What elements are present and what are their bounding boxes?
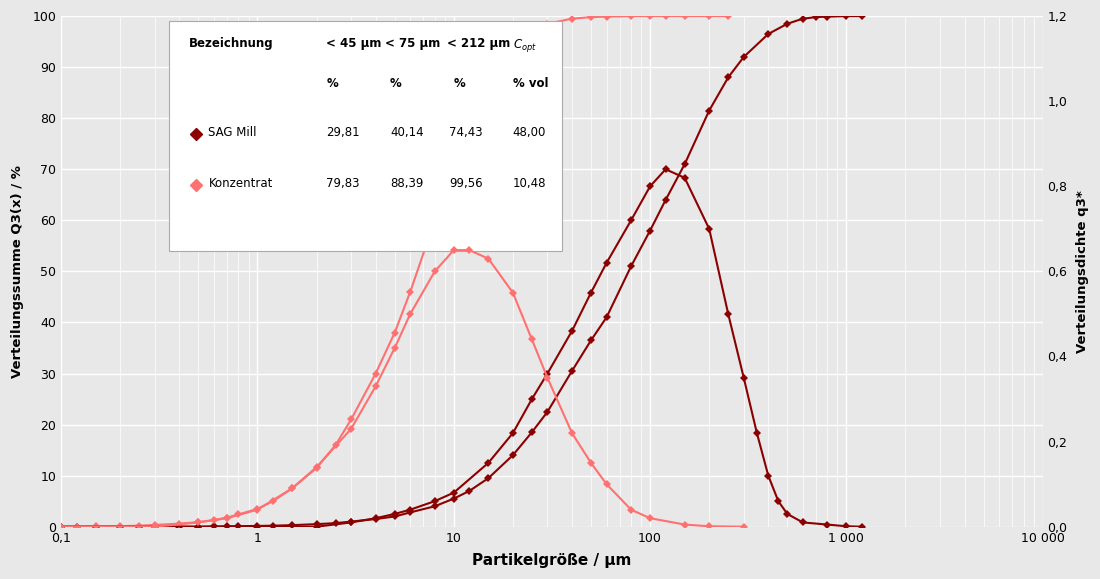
Text: 48,00: 48,00 — [513, 126, 546, 139]
Text: Bezeichnung: Bezeichnung — [189, 36, 274, 50]
Text: 79,83: 79,83 — [327, 177, 360, 190]
Text: $C_{opt}$: $C_{opt}$ — [513, 36, 537, 53]
Text: 40,14: 40,14 — [390, 126, 424, 139]
Text: < 75 µm: < 75 µm — [385, 36, 440, 50]
Text: Konzentrat: Konzentrat — [208, 177, 273, 190]
Text: 29,81: 29,81 — [327, 126, 360, 139]
Text: < 45 µm: < 45 µm — [327, 36, 382, 50]
Y-axis label: Verteilungsdichte q3*: Verteilungsdichte q3* — [1076, 190, 1089, 353]
Text: < 212 µm: < 212 µm — [447, 36, 510, 50]
Text: %: % — [454, 78, 465, 90]
Text: 99,56: 99,56 — [449, 177, 483, 190]
X-axis label: Partikelgröße / µm: Partikelgröße / µm — [472, 553, 631, 568]
Text: SAG Mill: SAG Mill — [208, 126, 257, 139]
Text: 88,39: 88,39 — [390, 177, 424, 190]
Text: %: % — [327, 78, 338, 90]
FancyBboxPatch shape — [169, 21, 562, 251]
Text: 74,43: 74,43 — [449, 126, 483, 139]
Text: % vol: % vol — [513, 78, 548, 90]
Text: 10,48: 10,48 — [513, 177, 547, 190]
Y-axis label: Verteilungssumme Q3(x) / %: Verteilungssumme Q3(x) / % — [11, 165, 24, 378]
Text: %: % — [390, 78, 402, 90]
